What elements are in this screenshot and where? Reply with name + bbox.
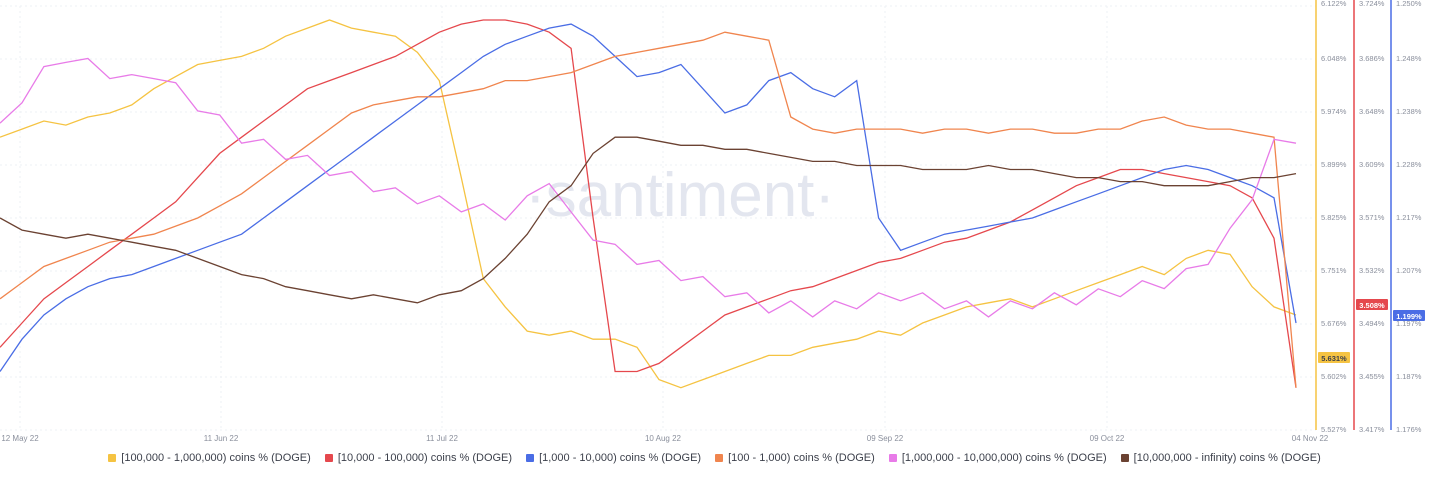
legend-swatch [108, 454, 117, 462]
legend-item[interactable]: [10,000 - 100,000) coins % (DOGE) [324, 452, 513, 464]
legend-item[interactable]: [1,000,000 - 10,000,000) coins % (DOGE) [888, 452, 1107, 464]
current-value-badge [1356, 299, 1388, 310]
y-tick-label: 3.571% [1359, 213, 1385, 222]
legend-item[interactable]: [100,000 - 1,000,000) coins % (DOGE) [108, 452, 311, 464]
current-value-label: 1.199% [1396, 312, 1422, 321]
legend-item[interactable]: [100 - 1,000) coins % (DOGE) [715, 452, 875, 464]
y-tick-label: 1.207% [1396, 266, 1422, 275]
series-layer [0, 19, 1297, 389]
y-tick-label: 3.724% [1359, 0, 1385, 8]
legend-label: [1,000 - 10,000) coins % (DOGE) [539, 452, 702, 464]
series-line[interactable] [0, 57, 1297, 318]
y-tick-label: 3.455% [1359, 372, 1385, 381]
legend-item[interactable]: [1,000 - 10,000) coins % (DOGE) [526, 452, 701, 464]
watermark: ·santiment· [525, 161, 835, 230]
legend-label: [1,000,000 - 10,000,000) coins % (DOGE) [901, 452, 1107, 464]
y-tick-label: 5.527% [1321, 425, 1347, 434]
y-tick-label: 5.676% [1321, 319, 1347, 328]
legend-label: [100 - 1,000) coins % (DOGE) [728, 452, 875, 464]
x-tick-label: 04 Nov 22 [1292, 434, 1329, 443]
y-tick-label: 6.048% [1321, 54, 1347, 63]
y-tick-label: 3.686% [1359, 54, 1385, 63]
y-tick-label: 6.122% [1321, 0, 1347, 8]
grid [0, 5, 1316, 431]
y-tick-label: 5.974% [1321, 107, 1347, 116]
legend: [100,000 - 1,000,000) coins % (DOGE) [10,… [0, 452, 1429, 464]
x-axis: 12 May 22 11 Jun 22 11 Jul 22 10 Aug 22 09 S… [1, 434, 1328, 443]
legend-swatch [715, 454, 724, 462]
current-value-label: 3.508% [1359, 301, 1385, 310]
y-tick-label: 1.238% [1396, 107, 1422, 116]
legend-label: [10,000 - 100,000) coins % (DOGE) [337, 452, 513, 464]
series-line[interactable] [0, 136, 1297, 304]
y-tick-label: 5.825% [1321, 213, 1347, 222]
legend-swatch [1120, 454, 1129, 462]
y-tick-label: 5.751% [1321, 266, 1347, 275]
y-tick-label: 3.494% [1359, 319, 1385, 328]
y-tick-label: 3.532% [1359, 266, 1385, 275]
y-tick-label: 1.248% [1396, 54, 1422, 63]
current-value-badge [1393, 310, 1425, 321]
current-value-label: 5.631% [1321, 354, 1347, 363]
current-value-badge [1318, 352, 1350, 363]
legend-swatch [888, 454, 897, 462]
series-line[interactable] [0, 19, 1297, 388]
series-line[interactable] [0, 23, 1297, 372]
y-tick-label: 1.197% [1396, 319, 1422, 328]
legend-label: [10,000,000 - infinity) coins % (DOGE) [1133, 452, 1321, 464]
series-line[interactable] [0, 19, 1297, 389]
y-tick-label: 5.602% [1321, 372, 1347, 381]
x-tick-label: 09 Oct 22 [1090, 434, 1125, 443]
y-tick-label: 1.228% [1396, 160, 1422, 169]
x-tick-label: 09 Sep 22 [867, 434, 904, 443]
axes-layer: 6.122% 6.048% 5.974% 5.899% 5.825% 5.751% 5.67… [1315, 0, 1425, 434]
y-tick-label: 1.250% [1396, 0, 1422, 8]
y-tick-label: 3.648% [1359, 107, 1385, 116]
x-tick-label: 11 Jul 22 [426, 434, 458, 443]
legend-label: [100,000 - 1,000,000) coins % (DOGE) [121, 452, 311, 464]
legend-swatch [526, 454, 535, 462]
y-tick-label: 1.217% [1396, 213, 1422, 222]
y-tick-label: 1.187% [1396, 372, 1422, 381]
x-tick-label: 11 Jun 22 [204, 434, 239, 443]
x-tick-label: 10 Aug 22 [645, 434, 682, 443]
y-tick-label: 5.899% [1321, 160, 1347, 169]
x-tick-label: 12 May 22 [1, 434, 39, 443]
y-tick-label: 1.176% [1396, 425, 1422, 434]
y-tick-label: 3.417% [1359, 425, 1385, 434]
series-line[interactable] [0, 31, 1297, 388]
legend-swatch [324, 454, 333, 462]
legend-item[interactable]: [10,000,000 - infinity) coins % (DOGE) [1120, 452, 1321, 464]
y-tick-label: 3.609% [1359, 160, 1385, 169]
